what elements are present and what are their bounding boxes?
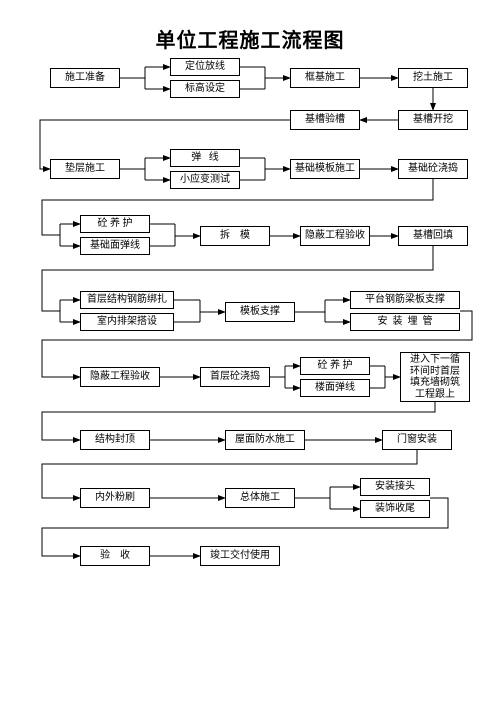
flow-node-b16: 隐蔽工程验收 bbox=[300, 226, 370, 246]
flow-node-b13: 砼 养 护 bbox=[80, 215, 150, 233]
flow-node-b29: 屋面防水施工 bbox=[225, 430, 305, 450]
flow-node-b22: 安 装 埋 管 bbox=[350, 313, 460, 331]
flow-node-b35: 验 收 bbox=[80, 546, 150, 566]
flow-node-b23: 隐蔽工程验收 bbox=[80, 367, 160, 387]
flow-node-b15: 拆 模 bbox=[200, 226, 270, 246]
flow-node-b26: 楼面弹线 bbox=[300, 379, 370, 397]
flow-node-b7: 基槽开挖 bbox=[398, 110, 468, 130]
flow-node-b24: 首层砼浇捣 bbox=[200, 367, 270, 387]
flow-node-b33: 安装接头 bbox=[360, 478, 430, 496]
flow-node-b34: 装饰收尾 bbox=[360, 500, 430, 518]
flow-node-b32: 总体施工 bbox=[225, 488, 295, 508]
flow-node-b3: 标高设定 bbox=[170, 80, 240, 98]
flow-node-b17: 基槽回填 bbox=[398, 226, 468, 246]
flow-node-b30: 门窗安装 bbox=[382, 430, 452, 450]
flow-node-b31: 内外粉刷 bbox=[80, 488, 150, 508]
flow-node-b12: 基础砼浇捣 bbox=[398, 159, 468, 179]
flow-node-b36: 竣工交付使用 bbox=[200, 546, 280, 566]
flow-node-b10: 小应变测试 bbox=[170, 171, 240, 189]
flow-node-b2: 定位放线 bbox=[170, 58, 240, 76]
flow-node-b27: 进入下一循 环间时首层 填充墙砌筑 工程跟上 bbox=[400, 352, 470, 402]
flow-node-b9: 弹 线 bbox=[170, 149, 240, 167]
flow-node-b5: 挖土施工 bbox=[398, 68, 468, 88]
flow-node-b20: 模板支撑 bbox=[225, 302, 295, 322]
flow-node-b4: 框基施工 bbox=[290, 68, 360, 88]
flow-node-b8: 垫层施工 bbox=[50, 159, 120, 179]
flow-node-b28: 结构封顶 bbox=[80, 430, 150, 450]
flow-node-b19: 室内排架搭设 bbox=[80, 313, 174, 331]
flow-node-b21: 平台钢筋梁板支撑 bbox=[350, 291, 460, 309]
flow-node-b11: 基础模板施工 bbox=[290, 159, 360, 179]
flow-node-b6: 基槽验槽 bbox=[290, 110, 360, 130]
flow-node-b14: 基础面弹线 bbox=[80, 237, 150, 255]
flow-node-b25: 砼 养 护 bbox=[300, 357, 370, 375]
flow-node-b18: 首层结构钢筋绑扎 bbox=[80, 291, 174, 309]
flow-node-b1: 施工准备 bbox=[50, 68, 120, 88]
